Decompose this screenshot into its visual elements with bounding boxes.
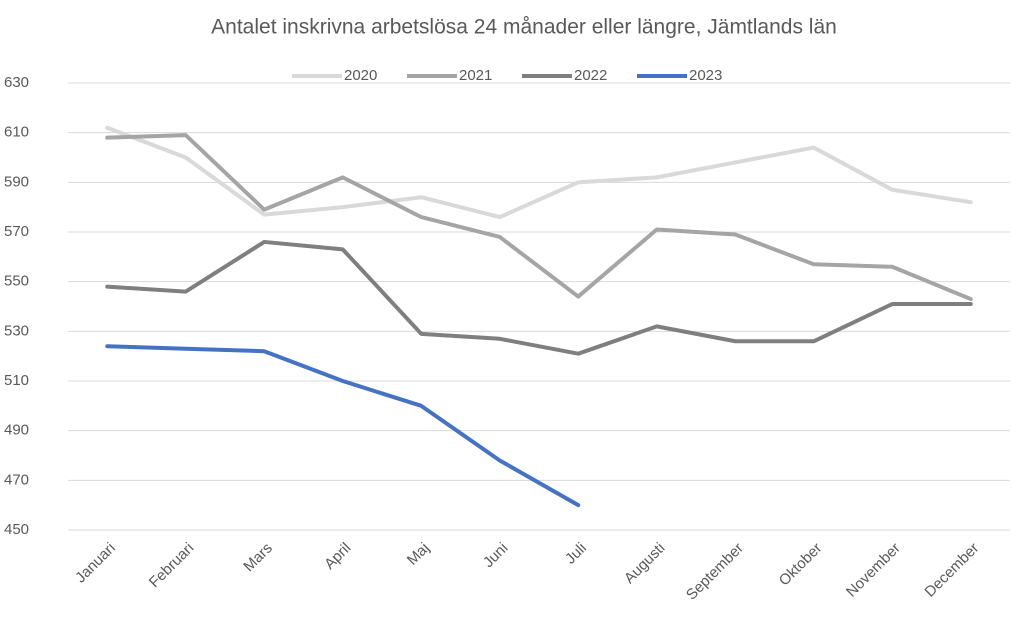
x-tick-label: Februari xyxy=(146,540,198,592)
series-line xyxy=(105,239,973,356)
legend-label: 2020 xyxy=(344,67,377,84)
x-tick-label: Januari xyxy=(72,540,119,587)
y-tick-label: 510 xyxy=(4,372,29,389)
x-tick-label: December xyxy=(921,540,982,601)
x-tick-label: November xyxy=(843,540,904,601)
y-tick-label: 450 xyxy=(4,521,29,538)
x-tick-label: Augusti xyxy=(621,540,668,587)
legend-label: 2021 xyxy=(459,67,492,84)
y-tick-label: 470 xyxy=(4,471,29,488)
x-tick-label: April xyxy=(321,540,354,573)
x-tick-label: Juli xyxy=(562,540,590,568)
chart-title: Antalet inskrivna arbetslösa 24 månader … xyxy=(211,16,837,39)
x-tick-label: Mars xyxy=(240,540,276,576)
x-tick-label: September xyxy=(683,540,747,604)
y-tick-label: 550 xyxy=(4,273,29,290)
y-tick-label: 490 xyxy=(4,422,29,439)
y-tick-label: 570 xyxy=(4,223,29,240)
series-line xyxy=(105,133,973,302)
x-tick-label: Maj xyxy=(404,540,433,569)
y-tick-label: 530 xyxy=(4,322,29,339)
series-line xyxy=(105,344,581,508)
x-tick-label: Juni xyxy=(480,540,511,571)
legend-label: 2022 xyxy=(574,67,607,84)
legend-label: 2023 xyxy=(689,67,722,84)
y-tick-label: 610 xyxy=(4,124,29,141)
series-line xyxy=(105,125,973,220)
y-tick-label: 630 xyxy=(4,74,29,91)
y-tick-label: 590 xyxy=(4,173,29,190)
x-tick-label: Oktober xyxy=(776,540,826,590)
